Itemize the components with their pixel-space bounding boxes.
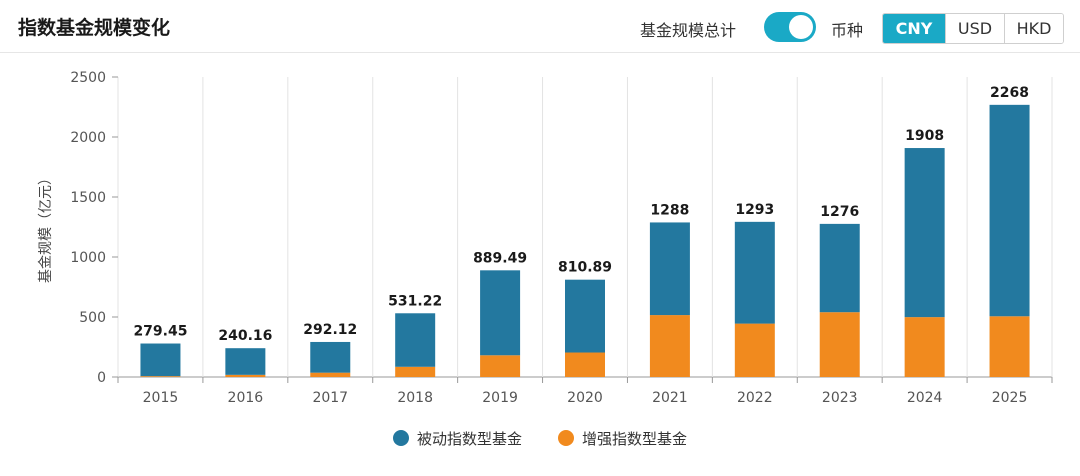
bar-total-label-2023: 1276 xyxy=(820,204,859,220)
legend-label-passive: 被动指数型基金 xyxy=(416,429,522,448)
legend-item-enhanced[interactable]: 增强指数型基金 xyxy=(558,424,687,452)
x-tick-label-2017: 2017 xyxy=(312,390,348,406)
bar-passive-2025 xyxy=(989,104,1030,317)
bar-enhanced-2017 xyxy=(310,372,351,377)
x-tick-label-2018: 2018 xyxy=(397,390,433,406)
bar-enhanced-2023 xyxy=(819,312,860,377)
bar-enhanced-2015 xyxy=(140,376,181,377)
toggle-knob xyxy=(789,15,813,39)
y-tick-label: 500 xyxy=(79,310,106,326)
bar-enhanced-2018 xyxy=(395,366,436,377)
bar-passive-2024 xyxy=(904,148,945,318)
chart-legend: 被动指数型基金 增强指数型基金 xyxy=(0,424,1080,452)
legend-label-enhanced: 增强指数型基金 xyxy=(582,429,688,448)
y-tick-label: 2000 xyxy=(70,130,106,146)
y-tick-label: 0 xyxy=(97,370,106,386)
legend-swatch-enhanced xyxy=(558,430,574,446)
bar-enhanced-2021 xyxy=(649,315,690,377)
legend-item-passive[interactable]: 被动指数型基金 xyxy=(392,424,522,452)
x-tick-label-2025: 2025 xyxy=(992,390,1028,406)
bar-enhanced-2022 xyxy=(734,323,775,377)
currency-selector: CNY USD HKD xyxy=(882,13,1064,44)
x-tick-label-2019: 2019 xyxy=(482,390,518,406)
currency-cny-button[interactable]: CNY xyxy=(883,14,945,43)
bar-enhanced-2019 xyxy=(480,355,521,377)
bar-passive-2020 xyxy=(565,279,605,353)
x-tick-label-2020: 2020 xyxy=(567,390,603,406)
bar-enhanced-2025 xyxy=(989,316,1030,377)
total-toggle-label: 基金规模总计 xyxy=(640,21,737,40)
bar-total-label-2019: 889.49 xyxy=(473,250,527,266)
bar-enhanced-2020 xyxy=(565,352,605,377)
x-tick-label-2015: 2015 xyxy=(143,390,179,406)
bar-enhanced-2016 xyxy=(225,374,266,377)
chart-title: 指数基金规模变化 xyxy=(18,17,171,39)
currency-label: 币种 xyxy=(831,21,864,40)
currency-hkd-button[interactable]: HKD xyxy=(1004,14,1063,43)
bar-passive-2015 xyxy=(140,343,181,377)
x-tick-label-2022: 2022 xyxy=(737,390,773,406)
bar-enhanced-2024 xyxy=(904,317,945,377)
bar-total-label-2015: 279.45 xyxy=(133,324,187,340)
bar-passive-2019 xyxy=(480,270,521,356)
y-tick-label: 2500 xyxy=(70,70,106,86)
x-tick-label-2016: 2016 xyxy=(228,390,264,406)
bar-passive-2023 xyxy=(819,223,860,313)
bar-passive-2017 xyxy=(310,341,351,373)
y-tick-label: 1500 xyxy=(70,190,106,206)
y-tick-label: 1000 xyxy=(70,250,106,266)
bar-passive-2016 xyxy=(225,348,266,375)
total-toggle-switch[interactable] xyxy=(764,12,816,42)
stacked-bar-chart: 0 500 1000 1500 2000 2500 基金规模（亿元） 279.45 2015 24… xyxy=(37,70,1053,406)
chart-header: 指数基金规模变化 基金规模总计 币种 CNY USD HKD xyxy=(0,0,1080,53)
x-tick-label-2023: 2023 xyxy=(822,390,858,406)
bar-total-label-2021: 1288 xyxy=(650,202,689,218)
currency-usd-button[interactable]: USD xyxy=(945,14,1004,43)
y-axis-label: 基金规模（亿元） xyxy=(37,171,54,283)
bar-total-label-2018: 531.22 xyxy=(388,293,442,309)
x-tick-label-2024: 2024 xyxy=(907,390,943,406)
bar-passive-2018 xyxy=(395,313,436,367)
bar-total-label-2025: 2268 xyxy=(990,85,1029,101)
bar-total-label-2016: 240.16 xyxy=(218,328,272,344)
bar-total-label-2017: 292.12 xyxy=(303,322,357,338)
legend-swatch-passive xyxy=(392,430,409,446)
x-tick-label-2021: 2021 xyxy=(652,390,688,406)
bar-total-label-2024: 1908 xyxy=(905,128,944,144)
bar-total-label-2022: 1293 xyxy=(735,202,774,218)
bar-passive-2022 xyxy=(734,221,775,324)
bar-total-label-2020: 810.89 xyxy=(558,260,612,276)
bar-passive-2021 xyxy=(649,222,690,316)
